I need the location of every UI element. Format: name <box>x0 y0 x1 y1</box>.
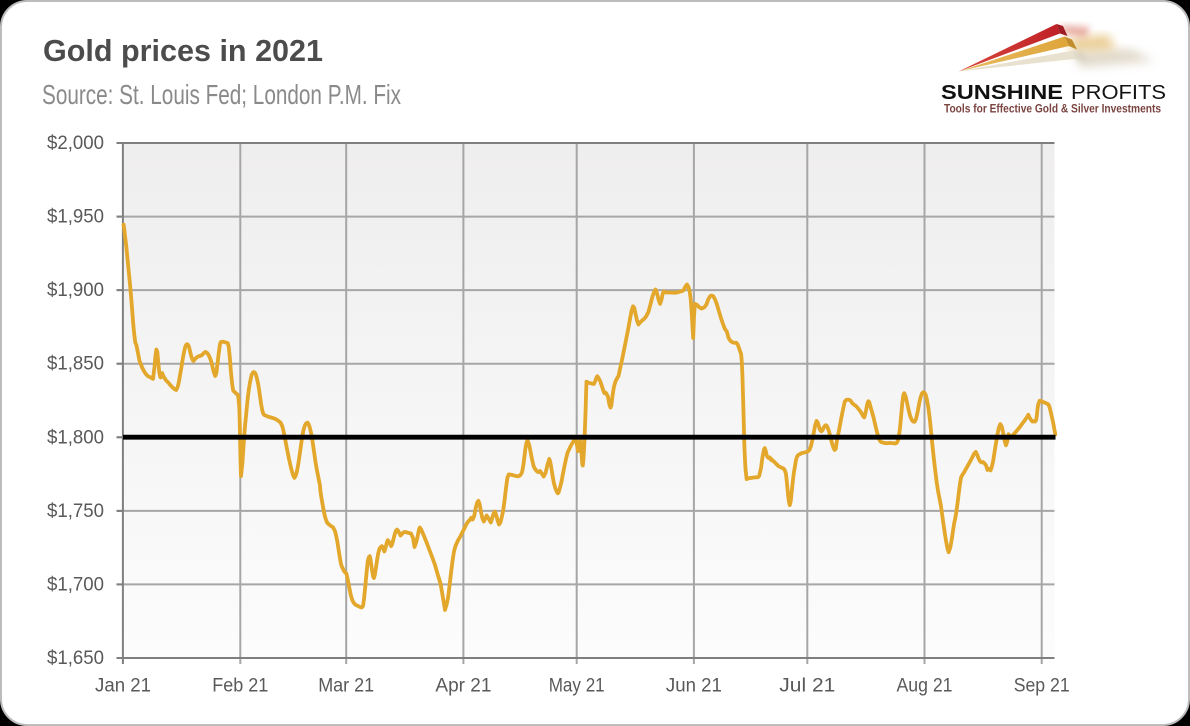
svg-text:$1,650: $1,650 <box>47 648 104 669</box>
svg-text:Feb 21: Feb 21 <box>212 676 268 697</box>
svg-text:May 21: May 21 <box>549 676 605 697</box>
svg-text:Aug 21: Aug 21 <box>897 676 953 697</box>
svg-text:Mar 21: Mar 21 <box>318 676 374 697</box>
svg-text:Tools for Effective Gold & Sil: Tools for Effective Gold & Silver Invest… <box>944 104 1161 116</box>
svg-text:$1,700: $1,700 <box>47 574 104 595</box>
svg-text:SUNSHINE: SUNSHINE <box>941 81 1063 104</box>
svg-text:$2,000: $2,000 <box>47 133 104 154</box>
svg-text:Jan 21: Jan 21 <box>95 676 151 697</box>
svg-text:$1,900: $1,900 <box>47 280 104 301</box>
svg-text:$1,800: $1,800 <box>47 427 104 448</box>
svg-text:Jul 21: Jul 21 <box>779 676 835 697</box>
svg-text:$1,850: $1,850 <box>47 354 104 375</box>
svg-text:$1,750: $1,750 <box>47 501 104 522</box>
svg-text:Apr 21: Apr 21 <box>435 676 491 697</box>
svg-text:$1,950: $1,950 <box>47 207 104 228</box>
svg-text:Jun 21: Jun 21 <box>666 676 722 697</box>
svg-text:PROFITS: PROFITS <box>1071 81 1166 104</box>
svg-text:Sep 21: Sep 21 <box>1014 676 1070 697</box>
